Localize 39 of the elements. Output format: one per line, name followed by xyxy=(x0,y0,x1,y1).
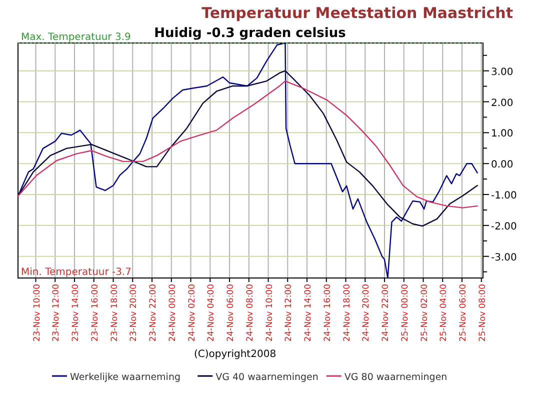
legend-label: VG 40 waarnemingen xyxy=(216,372,318,383)
chart-subtitle: Huidig -0.3 graden celsius xyxy=(154,26,346,41)
x-tick-label: 23-Nov 10:00 xyxy=(32,284,42,342)
x-tick-label: 24-Nov 22:00 xyxy=(381,284,392,342)
text: (C)opyright2008 xyxy=(194,349,276,360)
legend-label: VG 80 waarnemingen xyxy=(344,372,448,383)
x-tick-label: 25-Nov 04:00 xyxy=(439,284,450,342)
x-tick-label: 23-Nov 20:00 xyxy=(129,284,140,342)
x-tick-label: 23-Nov 16:00 xyxy=(90,284,100,342)
legend-label: Werkelijke waarneming xyxy=(70,372,181,383)
x-tick-label: 24-Nov 12:00 xyxy=(284,284,294,342)
x-tick-label: 24-Nov 00:00 xyxy=(168,284,178,342)
x-tick-label: 25-Nov 02:00 xyxy=(420,284,430,342)
x-tick-label: 25-Nov 00:00 xyxy=(400,284,410,342)
y-tick-label: -2.00 xyxy=(491,221,517,232)
y-tick-label: -1.00 xyxy=(491,190,517,202)
ref-line-label: Max. Temperatuur 3.9 xyxy=(21,32,131,43)
x-tick-label: 25-Nov 08:00 xyxy=(478,284,488,342)
y-tick-label: 1.00 xyxy=(491,128,514,140)
y-tick-label: 2.00 xyxy=(491,98,514,109)
chart-title: Temperatuur Meetstation Maastricht xyxy=(202,4,513,22)
x-tick-label: 24-Nov 08:00 xyxy=(245,284,256,342)
x-tick-label: 23-Nov 14:00 xyxy=(71,284,82,342)
y-tick-label: 3.00 xyxy=(491,66,514,78)
x-tick-label: 24-Nov 14:00 xyxy=(304,284,314,342)
x-tick-label: 24-Nov 06:00 xyxy=(226,284,236,342)
x-tick-label: 24-Nov 20:00 xyxy=(362,284,372,342)
x-tick-label: 24-Nov 10:00 xyxy=(264,284,275,342)
y-tick-label: -3.00 xyxy=(491,252,517,264)
x-tick-label: 24-Nov 02:00 xyxy=(187,284,198,342)
annotation: Min. Temperatuur -3.7 xyxy=(21,267,132,278)
x-tick-label: 24-Nov 04:00 xyxy=(206,284,217,342)
x-tick-label: 23-Nov 18:00 xyxy=(110,284,120,342)
x-tick-label: 24-Nov 18:00 xyxy=(342,284,352,342)
x-tick-label: 23-Nov 22:00 xyxy=(148,284,159,342)
x-tick-label: 25-Nov 06:00 xyxy=(458,284,469,342)
x-tick-label: 23-Nov 12:00 xyxy=(52,284,62,342)
x-tick-label: 24-Nov 16:00 xyxy=(322,284,333,342)
y-tick-label: 0.00 xyxy=(491,160,514,171)
